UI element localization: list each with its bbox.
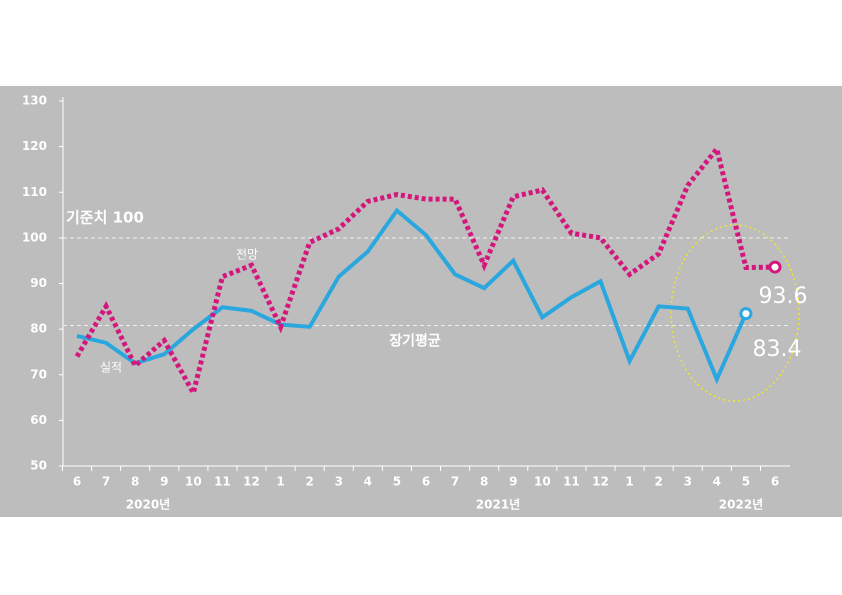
y-tick-label: 80 xyxy=(30,322,47,336)
y-tick-label: 110 xyxy=(22,185,47,199)
year-label: 2021년 xyxy=(476,498,520,512)
x-tick-label: 3 xyxy=(335,475,343,489)
x-tick-label: 10 xyxy=(534,475,551,489)
x-tick-label: 10 xyxy=(185,475,202,489)
series-line xyxy=(74,143,776,400)
end-marker xyxy=(768,260,782,274)
y-tick-label: 60 xyxy=(30,413,47,427)
y-tick-label: 90 xyxy=(30,276,47,290)
x-tick-label: 6 xyxy=(73,475,81,489)
y-tick-label: 100 xyxy=(22,230,47,244)
x-tick-label: 3 xyxy=(684,475,692,489)
x-tick-label: 8 xyxy=(480,475,488,489)
year-label: 2020년 xyxy=(126,498,170,512)
value-label: 83.4 xyxy=(753,337,802,362)
x-tick-label: 5 xyxy=(742,475,750,489)
x-tick-label: 12 xyxy=(592,475,609,489)
x-tick-label: 6 xyxy=(771,475,779,489)
x-tick-label: 1 xyxy=(625,475,633,489)
x-tick-label: 12 xyxy=(243,475,260,489)
plot-background xyxy=(0,86,842,517)
value-label: 93.6 xyxy=(759,284,808,309)
x-tick-label: 7 xyxy=(102,475,110,489)
series-label: 전망 xyxy=(236,248,258,262)
x-tick-label: 1 xyxy=(276,475,284,489)
highlight-circle xyxy=(670,224,800,402)
end-marker xyxy=(739,307,753,321)
x-tick-label: 4 xyxy=(364,475,372,489)
x-tick-label: 6 xyxy=(422,475,430,489)
x-tick-label: 9 xyxy=(160,475,168,489)
reference-label: 기준치 100 xyxy=(66,208,144,226)
x-tick-label: 7 xyxy=(451,475,459,489)
x-tick-label: 11 xyxy=(214,475,231,489)
x-tick-label: 2 xyxy=(654,475,662,489)
reference-label: 장기평균 xyxy=(389,332,441,349)
year-label: 2022년 xyxy=(719,498,763,512)
y-tick-label: 50 xyxy=(30,459,47,473)
y-tick-label: 70 xyxy=(30,367,47,381)
x-tick-label: 4 xyxy=(713,475,721,489)
y-tick-label: 130 xyxy=(22,94,47,108)
x-tick-label: 5 xyxy=(393,475,401,489)
series-line xyxy=(76,207,748,385)
x-tick-label: 11 xyxy=(563,475,580,489)
y-tick-label: 120 xyxy=(22,139,47,153)
x-tick-label: 2 xyxy=(305,475,313,489)
series-label: 실적 xyxy=(100,361,122,375)
x-tick-label: 9 xyxy=(509,475,517,489)
x-tick-label: 8 xyxy=(131,475,139,489)
